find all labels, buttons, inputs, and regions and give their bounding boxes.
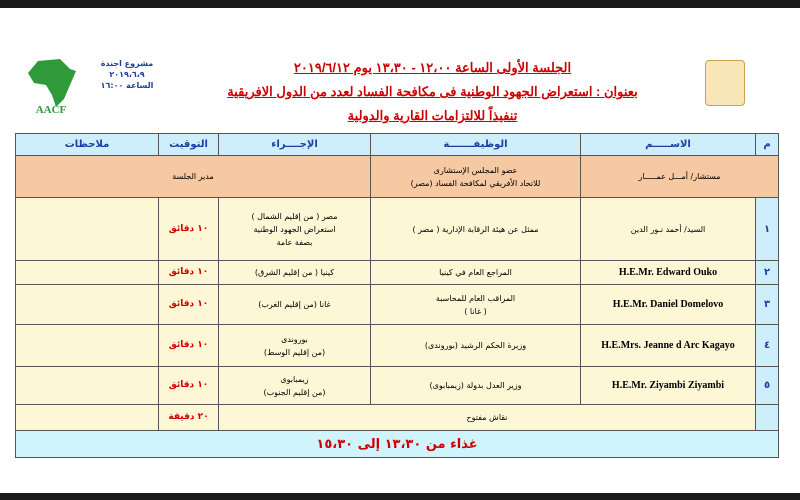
row-number: ١ bbox=[755, 197, 779, 261]
action-line: زيمبابوى bbox=[280, 374, 309, 384]
project-label: مشروع اجندة bbox=[100, 59, 154, 68]
notes-cell bbox=[15, 260, 159, 285]
session-subject: بعنوان : استعراض الجهود الوطنية فى مكافح… bbox=[227, 84, 638, 99]
notes-cell bbox=[15, 324, 159, 367]
header-row: م الاســـــم الوظيفـــــــة الإجــــراء … bbox=[15, 133, 779, 156]
col-job: الوظيفـــــــة bbox=[370, 133, 581, 156]
action-line: مصر ( من إقليم الشمال ) bbox=[251, 211, 338, 221]
speaker-name: السيد/ أحمد نـور الدين bbox=[580, 197, 756, 261]
session-subject-cont: تنفيذاً للالتزامات القارية والدولية bbox=[347, 108, 518, 123]
job-line: ( غانا ) bbox=[464, 306, 487, 316]
duration: ١٠ دقائق bbox=[158, 366, 219, 405]
svg-text:AACF: AACF bbox=[36, 104, 67, 115]
action-line: بصفة عامة bbox=[276, 237, 313, 247]
row-number: ٤ bbox=[755, 324, 779, 367]
row-number: ٢ bbox=[755, 260, 779, 285]
table-row: ١ السيد/ أحمد نـور الدين ممثل عن هيئة الرق… bbox=[15, 197, 779, 261]
moderator-row: مستشار/ أمـــل عمـــــار عضو المجلس الإس… bbox=[15, 155, 779, 198]
speaker-name: H.E.Mr. Edward Ouko bbox=[580, 260, 756, 285]
discussion-row: نقاش مفتوح ٢٠ دقيقة bbox=[15, 404, 779, 431]
discussion-time: ٢٠ دقيقة bbox=[158, 404, 219, 431]
col-name: الاســـــم bbox=[580, 133, 756, 156]
job-line: للاتحاد الأفريقي لمكافحة الفساد (مصر) bbox=[410, 178, 541, 188]
action-line: كينيا ( من إقليم الشرق) bbox=[254, 268, 335, 277]
speaker-job: المراجع العام في كينيا bbox=[370, 260, 581, 285]
project-time: الساعة ١٦:٠٠ bbox=[100, 81, 154, 90]
duration: ١٠ دقائق bbox=[158, 324, 219, 367]
project-date: ٢٠١٩،٦،٩ bbox=[109, 70, 145, 79]
moderator-name: مستشار/ أمـــل عمـــــار bbox=[580, 155, 779, 198]
session-title: الجلسة الأولى الساعة ١٢،٠٠ - ١٣،٣٠ يوم ٢… bbox=[293, 60, 572, 75]
moderator-job: عضو المجلس الإستشارى للاتحاد الأفريقي لمك… bbox=[370, 155, 581, 198]
lunch-label: غذاء من ١٣،٣٠ إلى ١٥،٣٠ bbox=[15, 430, 779, 458]
col-notes: ملاحظات bbox=[15, 133, 159, 156]
agenda-table: م الاســـــم الوظيفـــــــة الإجــــراء … bbox=[15, 133, 779, 458]
duration: ١٠ دقائق bbox=[158, 284, 219, 325]
table-row: ٢ H.E.Mr. Edward Ouko المراجع العام في كين… bbox=[15, 260, 779, 285]
job-line: ممثل عن هيئة الرقابة الإدارية ( مصر ) bbox=[412, 224, 539, 234]
action-line: غانا (من إقليم الغرب) bbox=[258, 300, 331, 309]
lunch-row: غذاء من ١٣،٣٠ إلى ١٥،٣٠ bbox=[15, 430, 779, 458]
project-agenda-note: مشروع اجندة ٢٠١٩،٦،٩ الساعة ١٦:٠٠ bbox=[92, 58, 162, 91]
notes-cell bbox=[15, 284, 159, 325]
administrative-control-logo bbox=[705, 60, 745, 106]
notes-cell bbox=[15, 366, 159, 405]
action-line: (من إقليم الوسط) bbox=[263, 347, 326, 357]
top-frame-bar bbox=[0, 0, 800, 8]
action: كينيا ( من إقليم الشرق) bbox=[218, 260, 371, 285]
duration: ١٠ دقائق bbox=[158, 197, 219, 261]
table-row: ٣ H.E.Mr. Daniel Domelovo المراقب العام لل… bbox=[15, 284, 779, 325]
empty-cell bbox=[755, 404, 779, 431]
title-block: الجلسة الأولى الساعة ١٢،٠٠ - ١٣،٣٠ يوم ٢… bbox=[165, 56, 700, 133]
row-number: ٥ bbox=[755, 366, 779, 405]
table-row: ٤ H.E.Mrs. Jeanne d Arc Kagayo وزيرة الحكم… bbox=[15, 324, 779, 367]
speaker-job: وزيرة الحكم الرشيد (بوروندى) bbox=[370, 324, 581, 367]
speaker-job: ممثل عن هيئة الرقابة الإدارية ( مصر ) bbox=[370, 197, 581, 261]
notes-cell bbox=[15, 197, 159, 261]
action: غانا (من إقليم الغرب) bbox=[218, 284, 371, 325]
speaker-job: المراقب العام للمحاسبة ( غانا ) bbox=[370, 284, 581, 325]
speaker-name: H.E.Mrs. Jeanne d Arc Kagayo bbox=[580, 324, 756, 367]
col-num: م bbox=[755, 133, 779, 156]
speaker-name: H.E.Mr. Ziyambi Ziyambi bbox=[580, 366, 756, 405]
action: بوروندى (من إقليم الوسط) bbox=[218, 324, 371, 367]
action-line: استعراض الجهود الوطنية bbox=[253, 224, 336, 234]
speaker-job: وزير العدل بدولة (زيمبابوى) bbox=[370, 366, 581, 405]
col-action: الإجــــراء bbox=[218, 133, 371, 156]
speaker-name: H.E.Mr. Daniel Domelovo bbox=[580, 284, 756, 325]
notes-cell bbox=[15, 404, 159, 431]
aacf-logo: AACF bbox=[28, 59, 76, 115]
job-line: المراجع العام في كينيا bbox=[439, 268, 512, 277]
action-line: بوروندى bbox=[281, 334, 308, 344]
job-line: وزيرة الحكم الرشيد (بوروندى) bbox=[424, 341, 527, 350]
col-time: التوقيت bbox=[158, 133, 219, 156]
action-line: (من إقليم الجنوب) bbox=[263, 387, 326, 397]
table-row: ٥ H.E.Mr. Ziyambi Ziyambi وزير العدل بدولة… bbox=[15, 366, 779, 405]
job-line: المراقب العام للمحاسبة bbox=[435, 293, 516, 303]
action: زيمبابوى (من إقليم الجنوب) bbox=[218, 366, 371, 405]
job-line: عضو المجلس الإستشارى bbox=[433, 165, 518, 175]
document-body: الجلسة الأولى الساعة ١٢،٠٠ - ١٣،٣٠ يوم ٢… bbox=[0, 56, 800, 458]
duration: ١٠ دقائق bbox=[158, 260, 219, 285]
row-number: ٣ bbox=[755, 284, 779, 325]
discussion-label: نقاش مفتوح bbox=[218, 404, 756, 431]
moderator-role: مدير الجلسة bbox=[15, 155, 371, 198]
action: مصر ( من إقليم الشمال ) استعراض الجهود ال… bbox=[218, 197, 371, 261]
bottom-frame-bar bbox=[0, 493, 800, 500]
job-line: وزير العدل بدولة (زيمبابوى) bbox=[429, 381, 522, 390]
